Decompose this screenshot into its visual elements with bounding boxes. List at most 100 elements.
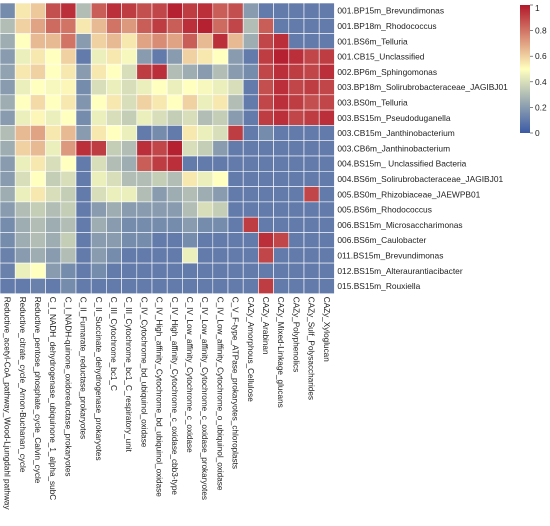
heatmap-cell <box>136 201 153 218</box>
heatmap-cell <box>273 125 290 142</box>
heatmap-cell <box>227 155 244 172</box>
heatmap-cell <box>151 33 168 50</box>
heatmap-cell <box>121 247 138 264</box>
heatmap-cell <box>30 186 46 203</box>
heatmap-cell <box>151 186 168 203</box>
heatmap-cell <box>121 109 138 126</box>
heatmap-cell <box>136 155 153 172</box>
row-label: 006.BS6m_Caulobacter <box>337 235 426 245</box>
heatmap-cell <box>60 216 77 233</box>
heatmap-cell <box>197 48 214 65</box>
heatmap-cell <box>136 262 153 279</box>
heatmap-cell <box>242 278 259 294</box>
heatmap-cell <box>212 109 229 126</box>
heatmap-cell <box>45 262 62 279</box>
heatmap-cell <box>227 247 244 264</box>
heatmap-cell <box>121 63 138 80</box>
heatmap-cell <box>197 171 214 187</box>
heatmap-cell <box>60 278 77 294</box>
heatmap-cell <box>151 216 168 233</box>
heatmap-cell <box>288 33 305 50</box>
heatmap-cell <box>197 278 214 294</box>
heatmap-cell <box>60 33 77 50</box>
heatmap-cell <box>242 155 259 172</box>
heatmap-cell <box>212 155 229 172</box>
row-label: 005.BS0m_Rhizobiaceae_JAEWPB01 <box>337 189 480 199</box>
column-label: Reductive_acetyl-CoA_pathway_Wood-Ljungd… <box>3 297 12 511</box>
row-label: 004.BS6m_Solirubrobacteraceae_JAGIBJ01 <box>337 174 503 184</box>
heatmap-cells <box>0 2 335 294</box>
heatmap-cell <box>121 33 138 50</box>
heatmap-cell <box>106 125 122 142</box>
heatmap-cell <box>136 2 153 19</box>
heatmap-cell <box>106 140 122 157</box>
column-label: CAZy_Arabinan <box>261 297 270 355</box>
heatmap-cell <box>90 140 107 157</box>
column-label: C_II_Succinate_dehydrogenase_prokaryotes <box>94 297 103 461</box>
heatmap-cell <box>45 94 62 111</box>
heatmap-cell <box>45 216 62 233</box>
heatmap-cell <box>273 2 290 19</box>
heatmap-cell <box>318 2 335 19</box>
heatmap-cell <box>212 247 229 264</box>
heatmap-cell <box>90 79 107 96</box>
column-label: Reductive_citrate_cycle_Arnon-Buchanan_c… <box>18 297 27 473</box>
heatmap-cell <box>166 216 183 233</box>
heatmap-cell <box>151 262 168 279</box>
heatmap-cell <box>45 186 62 203</box>
heatmap-cell <box>212 94 229 111</box>
heatmap-cell <box>166 201 183 218</box>
heatmap-cell <box>136 109 153 126</box>
heatmap-cell <box>242 94 259 111</box>
heatmap-cell <box>75 278 92 294</box>
heatmap-cell <box>303 94 320 111</box>
heatmap-cell <box>227 33 244 50</box>
heatmap-cell <box>0 278 16 294</box>
heatmap-cell <box>0 125 16 142</box>
colorbar-tick-label: 0.6 <box>535 51 547 61</box>
heatmap-cell <box>90 125 107 142</box>
heatmap-cell <box>60 262 77 279</box>
heatmap-cell <box>75 63 92 80</box>
heatmap-cell <box>227 48 244 65</box>
colorbar: 0 0.2 0.4 0.6 0.8 1 <box>520 3 547 138</box>
heatmap-cell <box>273 262 290 279</box>
heatmap-cell <box>318 140 335 157</box>
heatmap-cell <box>121 94 138 111</box>
heatmap-cell <box>151 171 168 187</box>
heatmap-cell <box>288 48 305 65</box>
heatmap-cell <box>182 2 198 19</box>
column-label: C_IV_Cytochrome_bd_ubiquinol_oxidase <box>139 297 148 448</box>
heatmap-cell <box>90 262 107 279</box>
heatmap-cell <box>212 216 229 233</box>
heatmap-cell <box>227 109 244 126</box>
heatmap-cell <box>182 17 198 34</box>
heatmap-cell <box>273 17 290 34</box>
column-label: C_IV_Low_affinity_Cytochrome_c_oxidase_p… <box>200 297 209 500</box>
heatmap-cell <box>0 48 16 65</box>
heatmap-cell <box>273 278 290 294</box>
column-label: C_IV_High_affinity_Cytochrome_c_oxidase_… <box>170 297 179 496</box>
heatmap-cell <box>182 140 198 157</box>
heatmap-cell <box>106 94 122 111</box>
heatmap-cell <box>106 63 122 80</box>
heatmap-cell <box>258 140 274 157</box>
column-label: CAZy_Sulf_Polysaccharides <box>307 297 316 400</box>
heatmap-cell <box>136 232 153 249</box>
heatmap-cell <box>136 140 153 157</box>
heatmap-cell <box>14 79 31 96</box>
heatmap-cell <box>151 125 168 142</box>
heatmap-cell <box>75 216 92 233</box>
heatmap-cell <box>166 155 183 172</box>
row-label: 001.BS6m_Telluria <box>337 36 408 46</box>
heatmap-cell <box>90 33 107 50</box>
heatmap-cell <box>14 140 31 157</box>
heatmap-cell <box>182 232 198 249</box>
colorbar-tick-label: 1 <box>535 3 540 13</box>
heatmap-cell <box>0 186 16 203</box>
heatmap-cell <box>197 186 214 203</box>
heatmap-cell <box>258 48 274 65</box>
heatmap-cell <box>288 171 305 187</box>
heatmap-cell <box>75 48 92 65</box>
heatmap-cell <box>182 109 198 126</box>
